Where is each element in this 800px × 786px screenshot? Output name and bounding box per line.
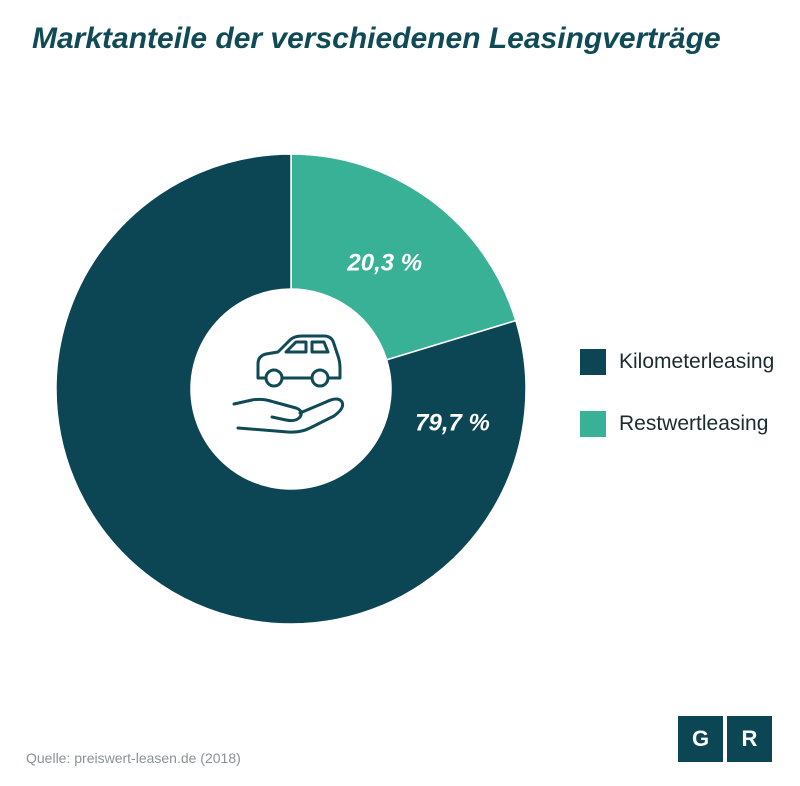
legend-item-restwertleasing: Restwertleasing [580,408,774,440]
logo-letter-g: G [678,716,723,762]
legend-label: Restwertleasing [619,412,769,435]
legend-label: Kilometerleasing [619,350,775,373]
legend-swatch-kilometerleasing [580,349,606,375]
donut-hole [191,289,391,489]
slice-label-restwertleasing: 20,3 % [346,249,422,276]
source-note: Quelle: preiswert-leasen.de (2018) [26,750,241,766]
gr-logo: G R [678,716,772,762]
slices [55,153,527,625]
logo-letter-r: R [727,716,772,762]
slice-labels: 20,3 % 79,7 % [346,249,489,436]
car-on-hand-icon [232,334,345,434]
legend-item-kilometerleasing: Kilometerleasing [580,346,774,378]
slice-label-kilometerleasing: 79,7 % [415,410,490,437]
chart-title: Marktanteile der verschiedenen Leasingve… [32,22,721,55]
legend: Kilometerleasing Restwertleasing [580,346,774,470]
legend-swatch-restwertleasing [580,411,606,437]
